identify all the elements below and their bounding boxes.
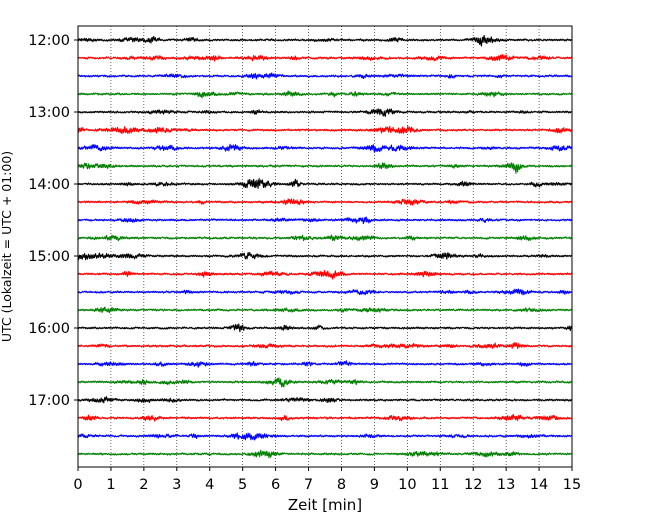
seismogram-trace: [77, 432, 573, 441]
seismogram-trace: [77, 90, 573, 99]
trace-lines: [77, 35, 573, 459]
seismogram-trace: [77, 198, 573, 206]
x-tick-label: 8: [337, 477, 346, 493]
x-tick-label: 9: [370, 477, 379, 493]
seismogram-trace: [77, 377, 573, 388]
x-tick-label: 0: [73, 477, 82, 493]
x-tick-label: 15: [563, 477, 581, 493]
x-tick-label: 13: [497, 477, 515, 493]
seismogram-trace: [77, 396, 573, 404]
seismogram-trace: [77, 72, 573, 80]
y-tick-label: 16:00: [28, 321, 70, 337]
seismogram-trace: [77, 216, 573, 225]
x-axis-label: Zeit [min]: [288, 496, 362, 514]
y-tick-label: 14:00: [28, 177, 70, 193]
seismogram-trace: [77, 162, 573, 174]
seismogram-trace: [77, 413, 573, 422]
x-tick-label: 7: [304, 477, 313, 493]
seismogram-trace: [77, 360, 573, 368]
y-tick-label: 13:00: [28, 105, 70, 121]
seismogram-trace: [77, 53, 573, 62]
seismogram-trace: [77, 125, 573, 135]
seismogram-trace: [77, 449, 573, 459]
seismogram-trace: [77, 178, 573, 189]
seismogram-trace: [77, 323, 573, 333]
y-tick-label: 15:00: [28, 249, 70, 265]
x-tick-label: 11: [431, 477, 449, 493]
seismogram-trace: [77, 270, 573, 280]
seismogram-trace: [77, 341, 573, 350]
y-axis-label: UTC (Lokalzeit = UTC + 01:00): [0, 151, 14, 342]
seismogram-trace: [77, 234, 573, 242]
seismogram-trace: [77, 143, 573, 153]
seismogram-trace: [77, 108, 573, 117]
x-tick-label: 12: [464, 477, 482, 493]
x-tick-label: 6: [271, 477, 280, 493]
plot-frame: [77, 25, 573, 468]
seismogram-trace: [77, 306, 573, 314]
x-tick-label: 3: [172, 477, 181, 493]
x-axis-ticks: 0 1 2 3 4 5 6 7 8 9 10 11 12 13 14 15: [73, 467, 581, 493]
x-tick-label: 4: [205, 477, 214, 493]
x-tick-label: 5: [238, 477, 247, 493]
seismogram-trace: [77, 288, 573, 296]
x-tick-label: 14: [530, 477, 548, 493]
y-tick-label: 12:00: [28, 33, 70, 49]
y-tick-label: 17:00: [28, 393, 70, 409]
x-tick-label: 1: [106, 477, 115, 493]
seismogram-trace: [77, 251, 573, 261]
x-tick-label: 2: [139, 477, 148, 493]
y-axis-ticks: 12:00 13:00 14:00 15:00 16:00 17:00: [28, 33, 78, 409]
x-tick-label: 10: [398, 477, 416, 493]
seismogram-trace: [77, 35, 573, 47]
